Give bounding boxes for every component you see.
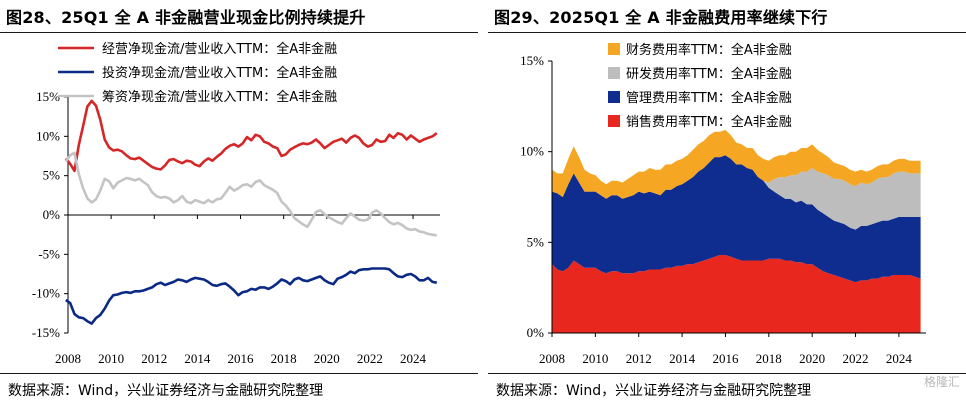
- x-tick-label: 2020: [314, 351, 340, 366]
- legend-label-3: 研发费用率TTM：全A非金融: [626, 66, 792, 82]
- left-bottom-rule: [0, 373, 478, 374]
- y-tick-label: 5%: [527, 234, 545, 249]
- x-tick-label: 2020: [799, 351, 825, 366]
- left-top-rule: [0, 32, 478, 33]
- legend-label-3: 筹资净现金流/营业收入TTM：全A非金融: [102, 89, 337, 105]
- legend-label-2: 管理费用率TTM：全A非金融: [626, 90, 792, 106]
- legend-label-4: 财务费用率TTM：全A非金融: [626, 42, 792, 58]
- x-tick-label: 2022: [357, 351, 383, 366]
- x-tick-label: 2018: [271, 351, 297, 366]
- right-bottom-rule: [488, 373, 966, 374]
- area-series-4: [552, 129, 921, 199]
- right-panel: 图29、2025Q1 全 A 非金融费用率继续下行 15% 10% 5% 0% 2008…: [488, 0, 966, 404]
- x-tick-label: 2010: [98, 351, 124, 366]
- x-tick-label: 2016: [712, 351, 739, 366]
- legend-label-1: 经营净现金流/营业收入TTM：全A非金融: [102, 41, 337, 57]
- x-tick-label: 2016: [228, 351, 255, 366]
- x-tick-label: 2010: [582, 351, 608, 366]
- x-tick-label: 2008: [55, 351, 81, 366]
- right-stacked-area-chart: 15% 10% 5% 0% 2008 2010 2012 2014 2016 2018 2020 20…: [520, 42, 926, 366]
- area-series-2: [552, 155, 921, 283]
- legend-swatch-2: [608, 91, 620, 103]
- y-tick-label: 15%: [36, 89, 60, 104]
- left-figure-title: 图28、25Q1 全 A 非金融营业现金比例持续提升: [6, 8, 366, 27]
- x-tick-label: 2024: [400, 351, 427, 366]
- y-tick-label: 5%: [43, 168, 61, 183]
- y-tick-label: -5%: [38, 246, 60, 261]
- right-top-rule: [488, 32, 966, 33]
- x-tick-label: 2018: [756, 351, 782, 366]
- x-tick-label: 2022: [843, 351, 869, 366]
- y-tick-label: 10%: [36, 128, 60, 143]
- y-tick-label: -10%: [32, 286, 60, 301]
- area-series-3: [552, 155, 921, 230]
- y-tick-label: -15%: [32, 325, 60, 340]
- legend-swatch-1: [608, 115, 620, 127]
- x-tick-label: 2014: [669, 351, 696, 366]
- right-source-note: 数据来源：Wind，兴业证券经济与金融研究院整理: [496, 383, 812, 399]
- legend-swatch-4: [608, 43, 620, 55]
- legend-label-2: 投资净现金流/营业收入TTM：全A非金融: [102, 65, 337, 81]
- watermark-text: 格隆汇: [923, 375, 960, 389]
- x-tick-label: 2012: [141, 351, 167, 366]
- y-tick-label: 0%: [43, 207, 61, 222]
- y-tick-label: 10%: [520, 144, 544, 159]
- left-source-note: 数据来源：Wind，兴业证券经济与金融研究院整理: [8, 383, 324, 399]
- left-panel: 图28、25Q1 全 A 非金融营业现金比例持续提升 15% 10% 5% 0% -5%…: [0, 0, 478, 404]
- y-tick-label: 0%: [527, 325, 545, 340]
- series-line-1: [64, 99, 438, 173]
- left-line-chart: 15% 10% 5% 0% -5% -10% -15% 2008 2010 2012 2014 201…: [32, 41, 440, 366]
- x-tick-label: 2008: [539, 351, 565, 366]
- series-line-2: [65, 267, 438, 325]
- right-figure-title: 图29、2025Q1 全 A 非金融费用率继续下行: [494, 8, 828, 27]
- x-tick-label: 2014: [184, 351, 211, 366]
- y-tick-label: 15%: [520, 53, 544, 68]
- legend-swatch-3: [608, 67, 620, 79]
- legend-label-1: 销售费用率TTM：全A非金融: [626, 114, 792, 130]
- area-series-1: [552, 255, 921, 333]
- series-line-3: [64, 151, 438, 237]
- x-tick-label: 2012: [626, 351, 652, 366]
- x-tick-label: 2024: [886, 351, 913, 366]
